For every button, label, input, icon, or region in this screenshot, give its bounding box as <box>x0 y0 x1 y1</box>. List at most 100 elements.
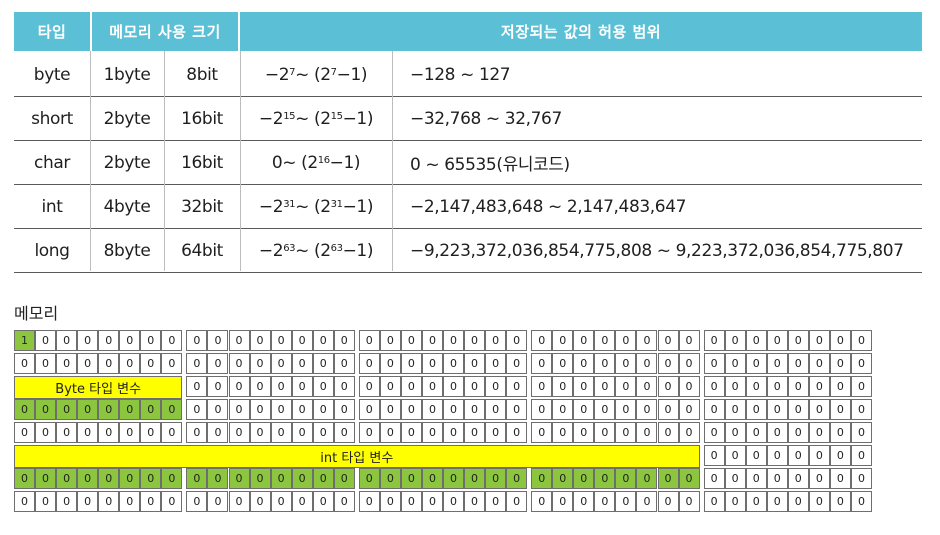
range-exponent: 63 <box>330 242 343 254</box>
header-value-range: 저장되는 값의 허용 범위 <box>240 12 922 51</box>
memory-cell: 0 <box>119 399 141 420</box>
memory-cell: 0 <box>443 422 464 443</box>
table-row: byte 1byte 8bit −2 7 ~ (2 7 −1) −128 ~ 127 <box>14 53 922 97</box>
cell-type: int <box>41 196 63 217</box>
memory-cell: 0 <box>766 399 788 420</box>
range-exponent: 31 <box>330 198 343 210</box>
memory-cell: 0 <box>207 399 229 420</box>
memory-cell: 0 <box>657 468 679 489</box>
memory-cell: 0 <box>270 491 292 512</box>
memory-cell: 0 <box>703 376 725 397</box>
memory-cell: 0 <box>56 468 78 489</box>
memory-cell: 0 <box>724 399 746 420</box>
cell-bytes: 1byte <box>103 64 151 85</box>
memory-cell: 0 <box>850 468 872 489</box>
memory-cell: 0 <box>506 353 528 374</box>
memory-cell: 0 <box>228 330 250 351</box>
memory-cell: 0 <box>531 399 553 420</box>
memory-cell: 0 <box>14 491 35 512</box>
memory-cell: 0 <box>270 330 292 351</box>
memory-cell: 0 <box>400 353 422 374</box>
memory-cell: 0 <box>312 376 334 397</box>
memory-cell: 0 <box>358 353 380 374</box>
memory-cell: 0 <box>464 468 486 489</box>
memory-cell: 0 <box>594 353 616 374</box>
memory-cell: 0 <box>400 399 422 420</box>
memory-cell: 0 <box>636 491 658 512</box>
memory-cell: 0 <box>421 353 443 374</box>
memory-cell: 0 <box>724 330 746 351</box>
memory-cell: 0 <box>678 376 700 397</box>
memory-cell: 0 <box>850 399 872 420</box>
memory-cell: 0 <box>207 353 229 374</box>
memory-cell: 0 <box>636 468 658 489</box>
memory-cell: 0 <box>808 330 830 351</box>
memory-cell: 0 <box>77 491 99 512</box>
memory-cell: 0 <box>379 353 401 374</box>
range-exponent: 15 <box>330 110 343 122</box>
int-variable-band: int 타입 변수 <box>14 445 700 468</box>
range-exponent: 7 <box>330 66 337 78</box>
memory-cell: 0 <box>161 399 183 420</box>
memory-cell: 0 <box>207 468 229 489</box>
cell-bytes: 2byte <box>103 152 151 173</box>
memory-title: 메모리 <box>14 304 59 323</box>
memory-cell: 0 <box>485 376 507 397</box>
memory-cell: 0 <box>140 399 162 420</box>
memory-cell: 0 <box>766 330 788 351</box>
memory-cell: 0 <box>829 491 851 512</box>
memory-cell: 0 <box>703 330 725 351</box>
memory-cell: 0 <box>400 468 422 489</box>
memory-cell: 0 <box>333 353 355 374</box>
memory-cell: 0 <box>678 468 700 489</box>
cell-value-range: 0 ~ 65535(유니코드) <box>410 155 570 175</box>
memory-cell: 0 <box>829 422 851 443</box>
memory-cell: 0 <box>379 376 401 397</box>
memory-cell: 0 <box>35 468 57 489</box>
cell-type: short <box>31 108 73 129</box>
memory-cell: 0 <box>703 445 725 466</box>
memory-cell: 0 <box>249 330 271 351</box>
memory-cell: 0 <box>291 491 313 512</box>
memory-cell: 0 <box>573 422 595 443</box>
memory-cell: 0 <box>228 353 250 374</box>
memory-cell: 0 <box>615 468 637 489</box>
cell-range-formula: −2 31 ~ (2 31 −1) <box>240 185 392 228</box>
memory-cell: 0 <box>766 353 788 374</box>
memory-cell: 0 <box>186 353 208 374</box>
memory-cell: 0 <box>615 353 637 374</box>
column-divider <box>90 51 91 271</box>
memory-cell: 0 <box>573 353 595 374</box>
memory-cell: 0 <box>379 491 401 512</box>
header-type: 타입 <box>14 12 90 51</box>
memory-cell: 0 <box>400 491 422 512</box>
cell-range-formula: 0 ~ (2 16 −1) <box>240 141 392 184</box>
memory-cell: 0 <box>808 445 830 466</box>
memory-cell: 0 <box>808 353 830 374</box>
memory-cell: 0 <box>14 422 35 443</box>
memory-cell: 0 <box>808 491 830 512</box>
memory-cell: 0 <box>119 491 141 512</box>
column-divider <box>240 51 241 271</box>
cell-value-range: −9,223,372,036,854,775,808 ~ 9,223,372,0… <box>410 240 904 261</box>
memory-cell: 0 <box>312 330 334 351</box>
memory-cell: 0 <box>270 376 292 397</box>
memory-cell: 0 <box>573 491 595 512</box>
memory-cell: 0 <box>333 330 355 351</box>
memory-cell: 0 <box>186 468 208 489</box>
memory-cell: 0 <box>850 422 872 443</box>
memory-cell: 0 <box>270 422 292 443</box>
memory-cell: 0 <box>703 399 725 420</box>
memory-cell: 0 <box>594 422 616 443</box>
memory-cell: 0 <box>56 399 78 420</box>
memory-cell: 0 <box>787 491 809 512</box>
column-divider <box>164 51 165 271</box>
memory-cell: 0 <box>421 491 443 512</box>
memory-cell: 0 <box>358 468 380 489</box>
memory-cell: 0 <box>531 422 553 443</box>
range-text: −1) <box>342 108 374 129</box>
memory-cell: 0 <box>464 353 486 374</box>
memory-cell: 0 <box>358 491 380 512</box>
memory-cell: 0 <box>35 422 57 443</box>
memory-cell: 0 <box>421 330 443 351</box>
